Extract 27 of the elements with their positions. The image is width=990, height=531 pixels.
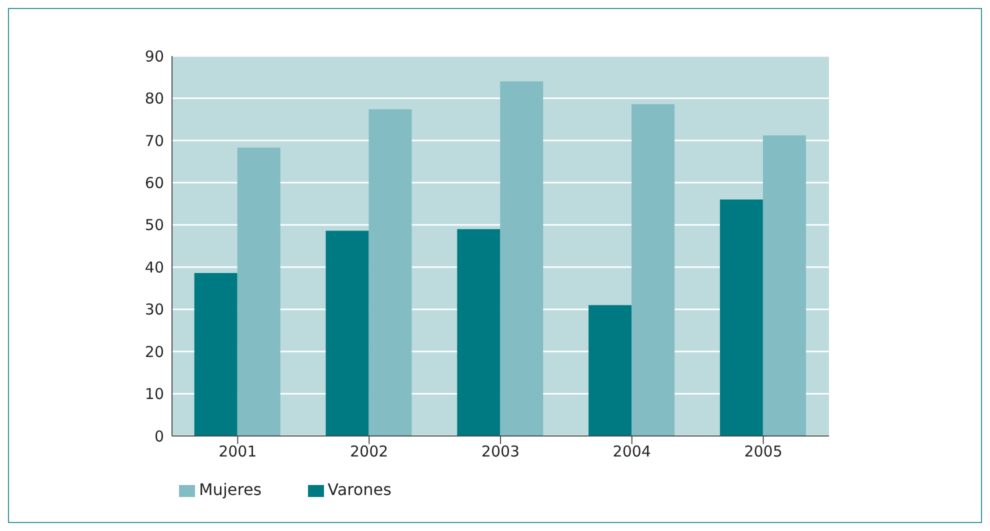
x-tick-label: 2003	[481, 442, 520, 461]
bar	[762, 135, 806, 436]
bar	[720, 200, 763, 436]
bar	[457, 229, 500, 436]
y-tick-label: 10	[144, 385, 164, 404]
legend-label: Mujeres	[199, 480, 262, 499]
y-tick-label: 30	[144, 300, 164, 319]
y-tick-label: 90	[144, 47, 164, 66]
bar	[368, 109, 412, 436]
y-tick-label: 50	[144, 216, 164, 234]
x-tick-label: 2002	[350, 442, 388, 461]
bar	[588, 305, 632, 436]
legend-label: Varones	[328, 480, 392, 499]
x-tick-label: 2005	[744, 442, 782, 461]
y-tick-label: 40	[144, 258, 164, 276]
bar	[632, 104, 675, 436]
y-tick-label: 60	[144, 174, 164, 192]
bar	[237, 148, 280, 436]
bar	[500, 81, 544, 436]
bar	[194, 273, 238, 436]
x-tick-label: 2001	[218, 442, 257, 461]
y-tick-label: 80	[144, 90, 164, 108]
x-tick-label: 2004	[612, 442, 651, 461]
bar	[326, 230, 369, 436]
y-tick-label: 20	[144, 342, 164, 361]
y-tick-label: 70	[144, 132, 164, 150]
y-tick-label: 0	[154, 427, 164, 446]
